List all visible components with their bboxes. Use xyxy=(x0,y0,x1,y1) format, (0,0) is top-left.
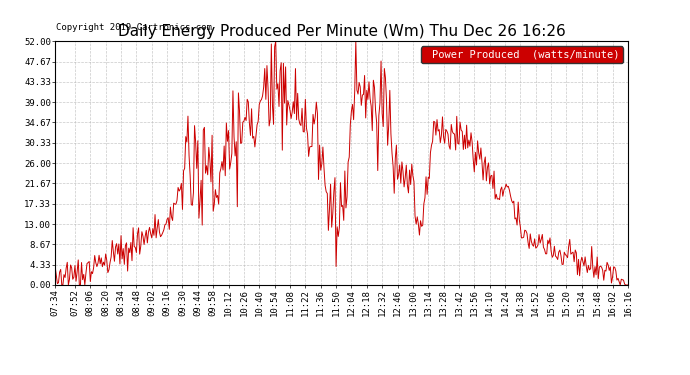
Text: Copyright 2019 Cartronics.com: Copyright 2019 Cartronics.com xyxy=(57,22,213,32)
Title: Daily Energy Produced Per Minute (Wm) Thu Dec 26 16:26: Daily Energy Produced Per Minute (Wm) Th… xyxy=(118,24,565,39)
Legend: Power Produced  (watts/minute): Power Produced (watts/minute) xyxy=(421,46,622,63)
